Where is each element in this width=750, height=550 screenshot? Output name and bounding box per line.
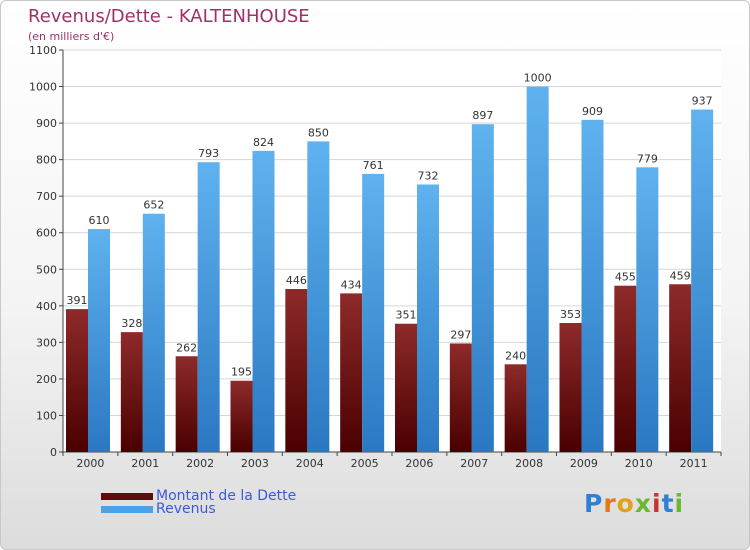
data-label-revenus: 610	[89, 214, 110, 227]
plot-area	[63, 50, 721, 452]
logo-letter: t	[661, 489, 675, 518]
data-label-revenus: 824	[253, 136, 274, 149]
bar-revenus	[471, 124, 494, 453]
y-tick-label: 800	[36, 154, 57, 167]
data-label-dette: 195	[231, 366, 252, 379]
bar-dette	[230, 380, 253, 452]
bar-dette	[504, 364, 527, 452]
bar-revenus	[526, 86, 549, 452]
y-tick-label: 900	[36, 117, 57, 130]
x-tick-label: 2009	[570, 457, 598, 470]
x-tick-label: 2002	[186, 457, 214, 470]
data-label-revenus: 652	[143, 199, 164, 212]
bar-revenus	[142, 213, 165, 452]
y-tick-label: 700	[36, 190, 57, 203]
data-label-revenus: 732	[418, 169, 439, 182]
legend-swatch-dette	[101, 492, 153, 500]
data-label-revenus: 850	[308, 126, 329, 139]
bar-dette	[449, 343, 472, 452]
x-tick-label: 2003	[241, 457, 269, 470]
logo-letter: x	[634, 489, 652, 518]
legend-swatch-revenus	[101, 505, 153, 513]
y-tick-label: 1000	[29, 81, 57, 94]
data-label-revenus: 761	[363, 159, 384, 172]
bar-revenus	[88, 229, 110, 452]
x-tick-label: 2010	[625, 457, 653, 470]
x-tick-label: 2000	[76, 457, 104, 470]
bar-revenus	[197, 162, 220, 452]
bar-dette	[340, 293, 363, 452]
data-label-dette: 351	[396, 309, 417, 322]
y-tick-label: 0	[50, 446, 57, 459]
bar-dette	[66, 309, 88, 452]
bar-revenus	[636, 167, 659, 452]
logo-letter: i	[674, 489, 685, 518]
data-label-dette: 328	[121, 317, 142, 330]
logo-letter: P	[584, 489, 604, 518]
x-tick-label: 2001	[131, 457, 159, 470]
bar-revenus	[307, 141, 330, 452]
bar-dette	[559, 322, 582, 452]
bar-revenus	[691, 109, 714, 452]
y-tick-label: 1100	[29, 44, 57, 57]
x-tick-label: 2004	[296, 457, 324, 470]
bar-dette	[175, 356, 198, 452]
y-tick-label: 600	[36, 227, 57, 240]
x-tick-label: 2011	[680, 457, 708, 470]
data-label-revenus: 897	[472, 109, 493, 122]
x-tick-label: 2006	[405, 457, 433, 470]
bar-dette	[669, 284, 692, 452]
data-label-dette: 391	[67, 294, 88, 307]
data-label-dette: 240	[505, 349, 526, 362]
bar-revenus	[581, 119, 604, 452]
data-label-revenus: 793	[198, 147, 219, 160]
data-label-dette: 262	[176, 341, 197, 354]
bar-revenus	[362, 173, 385, 452]
legend-item-dette: Montant de la Dette	[101, 488, 296, 504]
data-label-dette: 434	[341, 278, 362, 291]
x-tick-label: 2008	[515, 457, 543, 470]
data-label-dette: 455	[615, 271, 636, 284]
data-label-dette: 297	[450, 328, 471, 341]
data-label-revenus: 1000	[524, 72, 552, 85]
proxiti-logo: Proxiti	[584, 489, 684, 518]
y-tick-label: 100	[36, 409, 57, 422]
data-label-revenus: 937	[692, 95, 713, 108]
logo-letter: o	[616, 489, 635, 518]
chart-subtitle: (en milliers d'€)	[28, 30, 115, 43]
bar-revenus	[252, 150, 275, 452]
data-label-dette: 459	[670, 269, 691, 282]
chart-title: Revenus/Dette - KALTENHOUSE	[28, 6, 310, 27]
logo-letter: i	[652, 489, 662, 518]
y-tick-label: 400	[36, 300, 57, 313]
y-tick-label: 200	[36, 373, 57, 386]
legend-label-revenus: Revenus	[156, 501, 216, 517]
legend-label-dette: Montant de la Dette	[156, 488, 297, 504]
logo-letter: r	[603, 489, 617, 518]
data-label-revenus: 909	[582, 105, 603, 118]
data-label-revenus: 779	[637, 152, 658, 165]
bar-dette	[395, 323, 417, 452]
bar-dette	[285, 289, 308, 452]
bar-revenus	[417, 184, 439, 452]
y-tick-label: 500	[36, 263, 57, 276]
data-label-dette: 446	[286, 274, 307, 287]
x-tick-label: 2005	[351, 457, 379, 470]
legend-item-revenus: Revenus	[101, 501, 216, 517]
x-tick-label: 2007	[460, 457, 488, 470]
bar-dette	[120, 332, 143, 452]
bar-dette	[614, 285, 637, 452]
data-label-dette: 353	[560, 308, 581, 321]
y-tick-label: 300	[36, 336, 57, 349]
